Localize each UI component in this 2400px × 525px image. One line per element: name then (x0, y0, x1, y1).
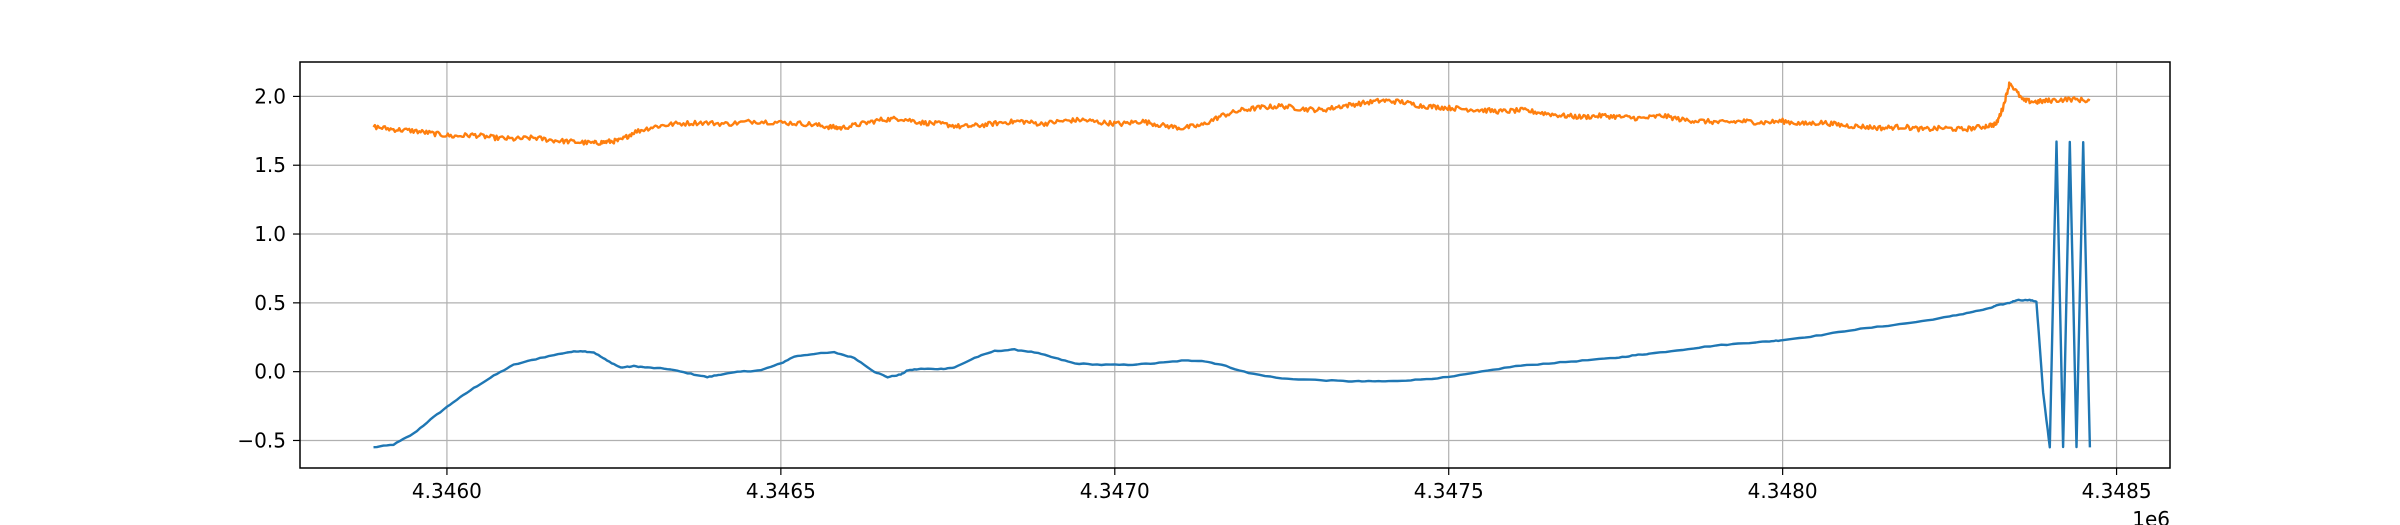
y-tick-label: 0.0 (254, 360, 286, 384)
grid-lines (300, 62, 2170, 468)
y-tick-label: 2.0 (254, 84, 286, 108)
series-line-1 (373, 140, 2092, 449)
y-tick-label: 1.5 (254, 153, 286, 177)
y-tick-label: −0.5 (237, 428, 286, 452)
x-tick-label: 4.3485 (2082, 479, 2152, 503)
x-axis-offset-label: 1e6 (2132, 507, 2170, 525)
x-tick-label: 4.3475 (1414, 479, 1484, 503)
x-tick-label: 4.3480 (1748, 479, 1818, 503)
y-tick-label: 1.0 (254, 222, 286, 246)
series-lines (372, 81, 2092, 449)
x-tick-label: 4.3470 (1080, 479, 1150, 503)
x-tick-label: 4.3465 (746, 479, 816, 503)
axis-ticks: 4.3460 4.3465 4.3470 4.3475 4.3480 4.3485 −0.5… (237, 84, 2151, 503)
x-tick-label: 4.3460 (412, 479, 482, 503)
series-line-2 (372, 81, 2091, 146)
y-tick-label: 0.5 (254, 291, 286, 315)
plot-frame (299, 61, 2171, 469)
